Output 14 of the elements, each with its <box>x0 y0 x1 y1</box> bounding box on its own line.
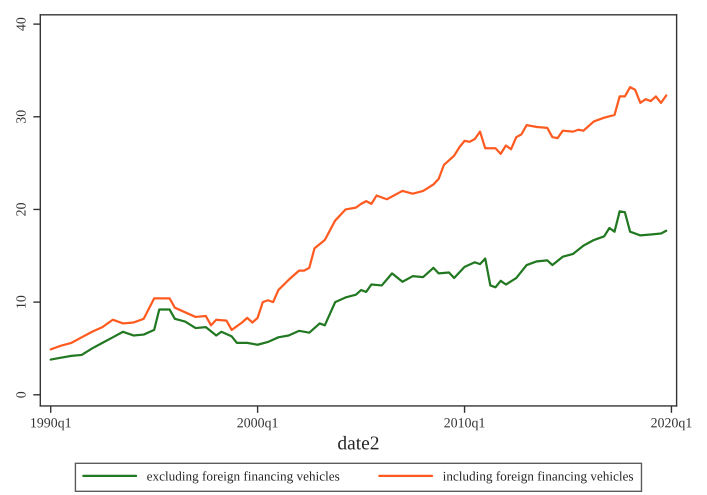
y-tick-label: 30 <box>16 110 26 124</box>
line-series <box>50 86 668 350</box>
x-tick-label: 1990q1 <box>31 418 71 430</box>
y-tick-label: 40 <box>16 18 26 31</box>
x-axis-title: date2 <box>338 436 378 450</box>
x-tick-label: 2020q1 <box>651 418 692 430</box>
y-tick-label: 0 <box>16 392 26 398</box>
legend-label: excluding foreign financing vehicles <box>147 471 340 484</box>
x-tick-label: 2010q1 <box>444 418 485 430</box>
x-tick-label: 2000q1 <box>237 418 278 430</box>
legend-label: including foreign financing vehicles <box>442 471 634 484</box>
y-tick-label: 20 <box>16 203 26 216</box>
line-series <box>50 210 668 361</box>
y-tick-label: 10 <box>16 296 26 308</box>
